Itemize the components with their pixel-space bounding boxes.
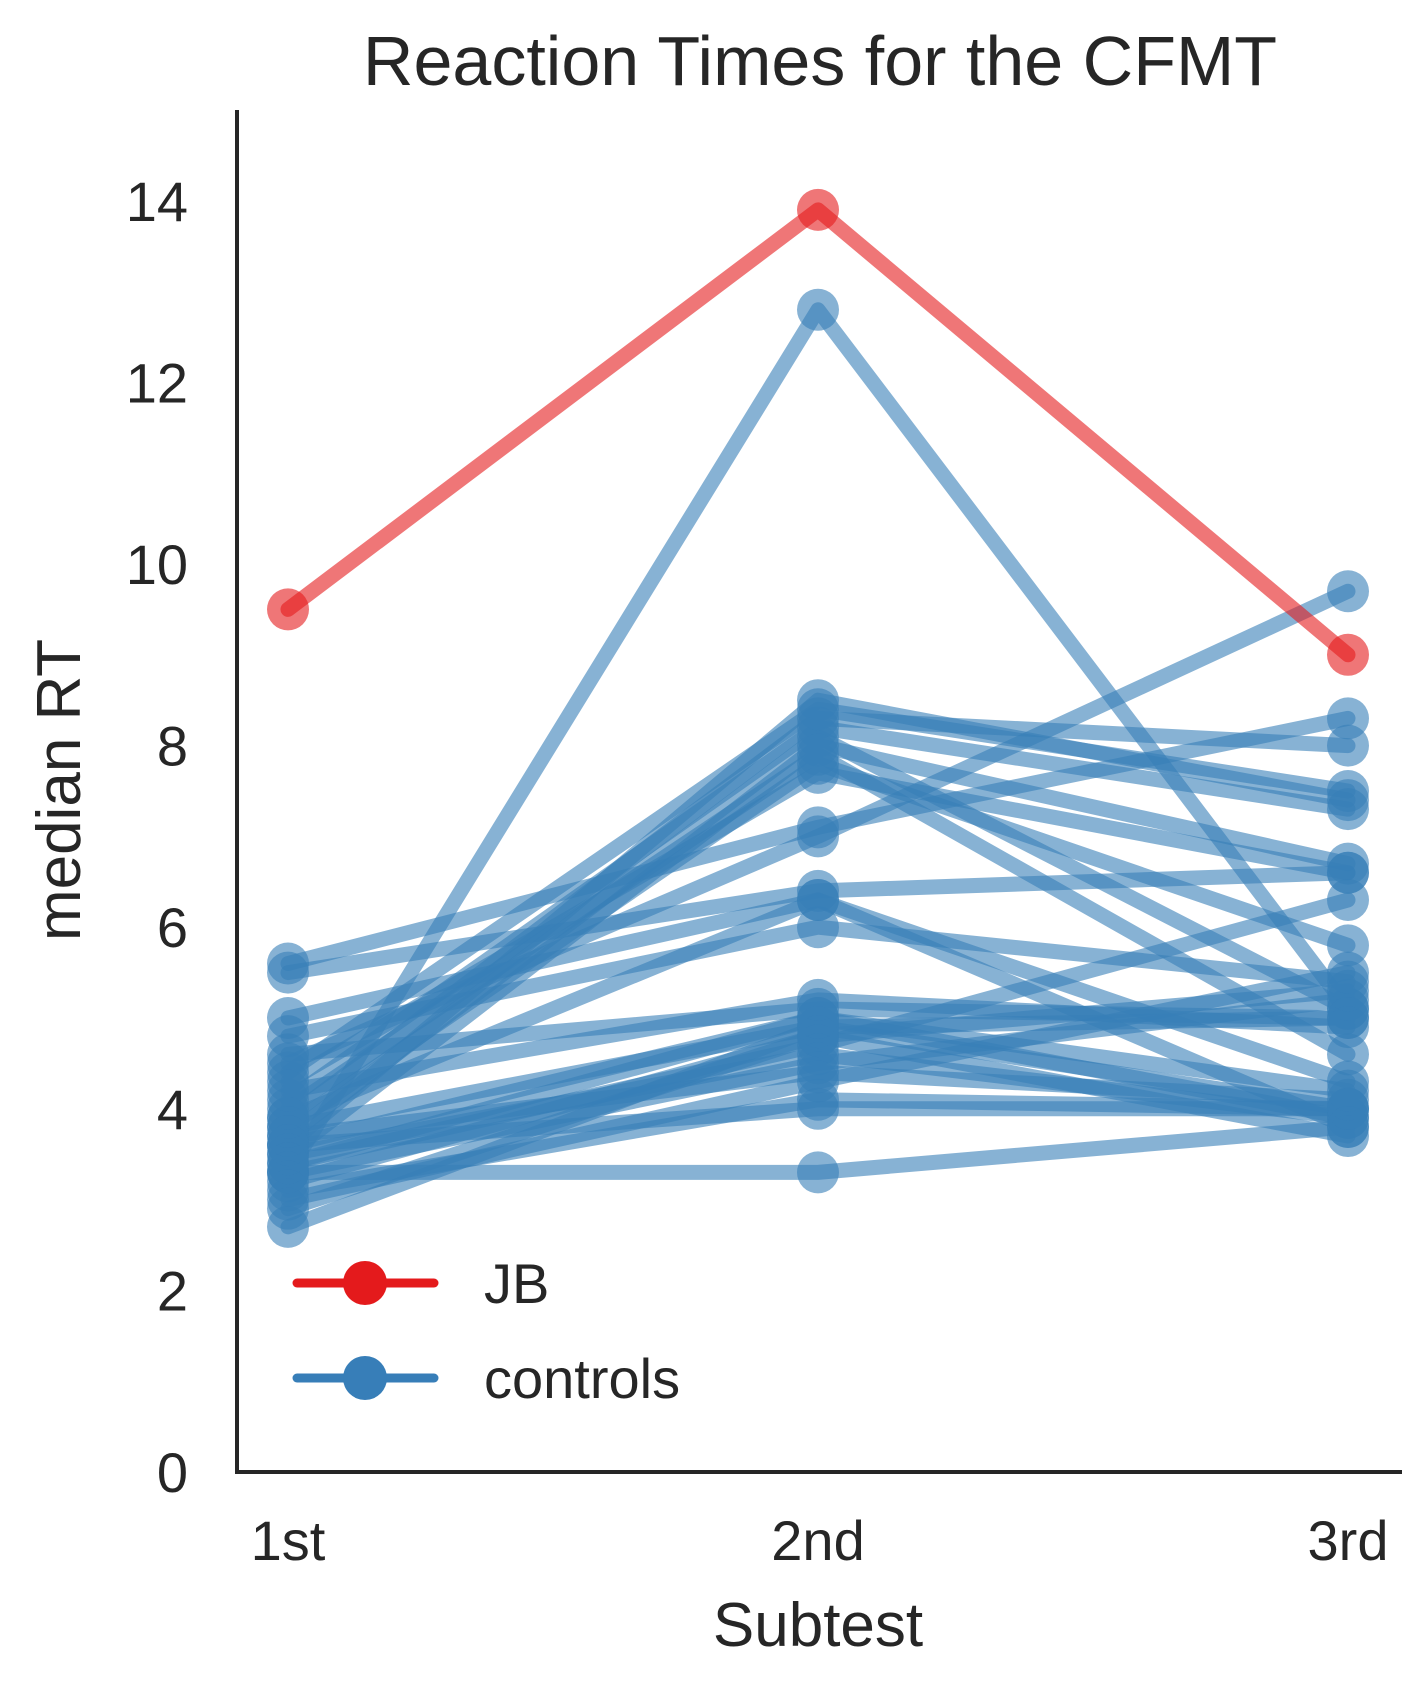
x-axis-label: Subtest	[713, 1591, 923, 1660]
y-axis-label: median RT	[25, 639, 94, 941]
point-controls-17-0	[267, 1033, 309, 1076]
y-tick-label-14: 14	[126, 170, 188, 233]
point-controls-12-1	[797, 806, 839, 849]
point-controls-9-1	[797, 688, 839, 731]
plot-points	[267, 188, 1369, 1248]
y-tick-label-0: 0	[157, 1441, 188, 1504]
y-tick-label-10: 10	[126, 533, 188, 596]
point-controls-16-1	[797, 878, 839, 921]
point-controls-32-1	[797, 997, 839, 1039]
point-controls-11-2	[1327, 570, 1369, 613]
point-controls-29-1	[797, 1151, 839, 1194]
y-tick-label-6: 6	[157, 896, 188, 959]
x-tick-labels: 1st 2nd 3rd	[251, 1509, 1389, 1572]
y-tick-label-12: 12	[126, 351, 188, 414]
legend-label-1: controls	[484, 1347, 680, 1410]
y-tick-label-8: 8	[157, 715, 188, 778]
x-tick-label-1st: 1st	[251, 1509, 326, 1572]
chart-title: Reaction Times for the CFMT	[363, 22, 1277, 100]
axes	[235, 110, 1402, 1474]
point-controls-9-2	[1327, 770, 1369, 812]
point-controls-28-1	[797, 1087, 839, 1130]
point-controls-24-0	[267, 1069, 309, 1112]
x-tick-label-3rd: 3rd	[1308, 1509, 1389, 1572]
series-line-jb	[280, 202, 1356, 663]
point-controls-32-0	[267, 1142, 309, 1185]
point-jb-2	[1327, 633, 1369, 676]
y-tick-label-4: 4	[157, 1078, 188, 1141]
point-controls-29-2	[1327, 1105, 1369, 1148]
point-jb-0	[267, 588, 309, 631]
point-jb-1	[797, 188, 839, 231]
point-controls-1-1	[797, 288, 839, 331]
legend-marker-0	[343, 1261, 387, 1305]
point-controls-12-2	[1327, 697, 1369, 740]
point-controls-20-2	[1327, 878, 1369, 921]
x-tick-label-2nd: 2nd	[771, 1509, 864, 1572]
point-controls-31-2	[1327, 969, 1369, 1012]
legend-label-0: JB	[484, 1252, 549, 1315]
y-tick-label-2: 2	[157, 1259, 188, 1322]
y-tick-labels: 0 2 4 6 8 10 12 14	[126, 170, 188, 1504]
point-controls-32-2	[1327, 1069, 1369, 1112]
legend-marker-1	[343, 1356, 387, 1400]
legend: JB controls	[292, 1252, 680, 1410]
point-controls-10-1	[797, 733, 839, 776]
point-controls-31-0	[267, 1187, 309, 1230]
point-controls-13-0	[267, 951, 309, 994]
